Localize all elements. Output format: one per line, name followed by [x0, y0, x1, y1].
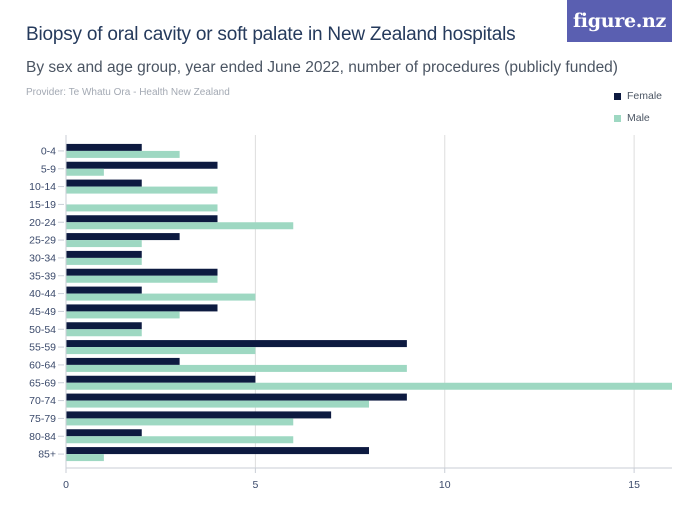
bar-female-10-14: [66, 179, 142, 187]
y-tick-label-15-19: 15-19: [29, 199, 56, 211]
bar-male-60-64: [66, 364, 407, 372]
legend-label-female: Female: [627, 90, 663, 102]
chart-title: Biopsy of oral cavity or soft palate in …: [26, 24, 516, 45]
bar-male-85+: [66, 454, 104, 462]
y-tick-label-5-9: 5-9: [41, 163, 56, 175]
bar-male-80-84: [66, 436, 294, 444]
bar-female-75-79: [66, 411, 332, 419]
bar-female-60-64: [66, 357, 180, 365]
y-tick-label-35-39: 35-39: [29, 270, 56, 282]
x-tick-label-0: 0: [63, 479, 69, 491]
bar-male-50-54: [66, 329, 142, 337]
bar-female-55-59: [66, 340, 407, 348]
bar-male-0-4: [66, 150, 180, 158]
y-tick-label-0-4: 0-4: [41, 145, 56, 157]
bar-male-10-14: [66, 186, 218, 194]
y-tick-label-50-54: 50-54: [29, 324, 56, 336]
y-tick-label-10-14: 10-14: [29, 181, 56, 193]
bar-female-45-49: [66, 304, 218, 312]
bar-female-0-4: [66, 143, 142, 151]
data-provider: Provider: Te Whatu Ora - Health New Zeal…: [26, 87, 230, 98]
y-tick-label-60-64: 60-64: [29, 359, 56, 371]
y-tick-label-30-34: 30-34: [29, 252, 56, 264]
bar-female-30-34: [66, 250, 142, 258]
y-tick-label-75-79: 75-79: [29, 413, 56, 425]
x-tick-label-15: 15: [628, 479, 640, 491]
bar-male-40-44: [66, 293, 256, 301]
legend-label-male: Male: [627, 112, 650, 124]
legend-swatch-female: [614, 92, 621, 100]
bar-male-45-49: [66, 311, 180, 319]
bar-female-85+: [66, 447, 369, 455]
y-tick-label-40-44: 40-44: [29, 288, 56, 300]
y-tick-label-25-29: 25-29: [29, 235, 56, 247]
bar-male-35-39: [66, 275, 218, 283]
bar-male-70-74: [66, 400, 369, 408]
bar-female-20-24: [66, 215, 218, 223]
bar-male-5-9: [66, 168, 104, 176]
y-tick-label-55-59: 55-59: [29, 342, 56, 354]
bar-male-25-29: [66, 240, 142, 248]
bar-male-15-19: [66, 204, 218, 212]
bar-female-80-84: [66, 429, 142, 437]
y-tick-label-45-49: 45-49: [29, 306, 56, 318]
y-tick-label-20-24: 20-24: [29, 217, 56, 229]
bar-female-25-29: [66, 233, 180, 241]
bar-female-5-9: [66, 161, 218, 169]
legend-item-female: Female: [614, 85, 662, 107]
bar-female-50-54: [66, 322, 142, 330]
bar-female-40-44: [66, 286, 142, 294]
bar-female-65-69: [66, 375, 256, 383]
y-tick-label-70-74: 70-74: [29, 395, 56, 407]
figure-nz-logo[interactable]: figure.nz: [567, 0, 672, 42]
legend-item-male: Male: [614, 107, 662, 129]
legend-swatch-male: [614, 114, 621, 122]
bar-female-35-39: [66, 268, 218, 276]
y-tick-label-65-69: 65-69: [29, 377, 56, 389]
bar-female-70-74: [66, 393, 407, 401]
chart-legend: Female Male: [614, 85, 662, 129]
bar-male-65-69: [66, 382, 672, 390]
bar-male-75-79: [66, 418, 294, 426]
bar-male-55-59: [66, 347, 256, 355]
y-tick-label-85+: 85+: [38, 449, 56, 461]
bar-male-20-24: [66, 222, 294, 230]
y-tick-label-80-84: 80-84: [29, 431, 56, 443]
chart-subtitle: By sex and age group, year ended June 20…: [26, 59, 618, 76]
x-tick-label-5: 5: [252, 479, 258, 491]
bar-male-30-34: [66, 257, 142, 265]
x-tick-label-10: 10: [439, 479, 451, 491]
